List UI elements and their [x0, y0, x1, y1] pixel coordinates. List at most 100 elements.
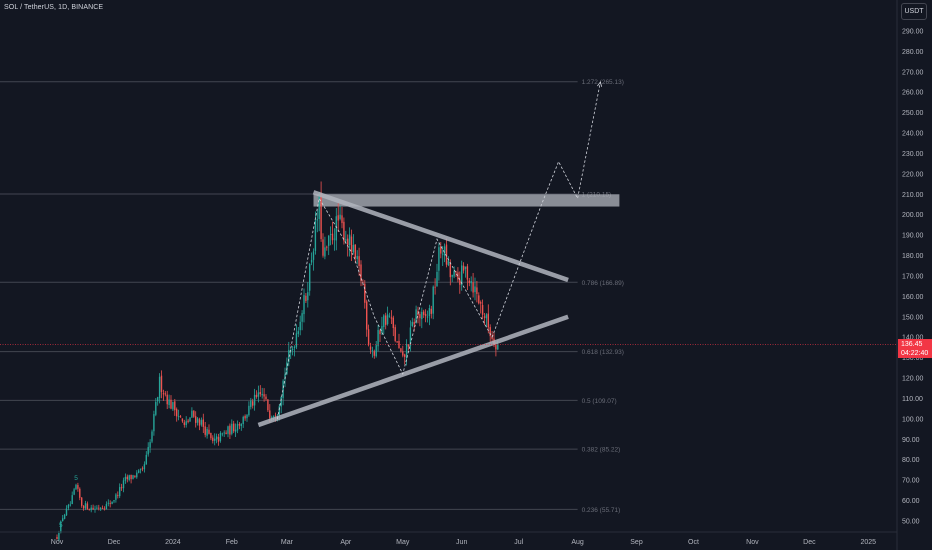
y-tick-label: 130.00	[902, 355, 924, 362]
candle-body	[113, 500, 115, 502]
candle-body	[98, 507, 100, 509]
candle-body	[170, 399, 172, 409]
candle-body	[309, 264, 311, 291]
candle-body	[405, 344, 408, 359]
candle-body	[204, 426, 206, 435]
candle-body	[409, 327, 412, 347]
candle-body	[487, 313, 489, 328]
candle-body	[126, 476, 128, 480]
y-tick-label: 210.00	[902, 192, 924, 199]
candle-body	[271, 417, 273, 419]
y-tick-label: 280.00	[902, 49, 924, 56]
candle-body	[274, 415, 277, 417]
candle-body	[177, 416, 180, 417]
candle-body	[373, 351, 375, 356]
projection-paths	[277, 81, 603, 419]
candle-body	[246, 414, 248, 419]
candle-body	[483, 316, 486, 318]
candle-body	[115, 494, 117, 500]
candle-body	[60, 521, 62, 533]
resistance-zone-rect	[313, 194, 620, 207]
x-tick-label: Dec	[108, 539, 121, 546]
candle-body	[219, 432, 222, 441]
candle-body	[252, 401, 254, 406]
y-tick-label: 240.00	[902, 131, 924, 138]
candle-body	[253, 394, 256, 406]
candle-body	[291, 348, 294, 350]
candle-body	[366, 301, 368, 330]
candle-body	[394, 327, 396, 341]
candle-body	[299, 321, 301, 331]
candle-body	[134, 475, 136, 477]
candle-body	[100, 508, 102, 509]
candle-body	[307, 292, 309, 301]
y-tick-label: 270.00	[902, 69, 924, 76]
y-tick-label: 170.00	[902, 273, 924, 280]
marker-label: 5	[74, 475, 78, 482]
resistance-zone	[313, 194, 620, 207]
triangle-lower-line	[257, 314, 569, 428]
candle-body	[263, 394, 265, 397]
candle-body	[293, 346, 296, 349]
price-axis[interactable]: 50.00 60.00 70.00 80.00 90.00 100.00 110.00 120…	[896, 0, 924, 550]
candle-body	[415, 309, 417, 324]
candle-body	[396, 341, 398, 343]
x-tick-label: Aug	[571, 539, 584, 546]
candle-body	[90, 507, 92, 511]
candle-body	[331, 233, 334, 241]
candle-body	[128, 475, 130, 480]
candle-body	[354, 244, 356, 258]
candle-body	[449, 262, 451, 278]
candle-body	[212, 437, 214, 441]
candle-body	[120, 487, 123, 489]
candle-body	[347, 238, 349, 246]
candle-body	[402, 351, 404, 356]
candle-body	[269, 410, 271, 419]
y-tick-label: 100.00	[902, 416, 924, 423]
candle-body	[495, 345, 497, 350]
candle-body	[206, 429, 208, 436]
candle-body	[445, 244, 448, 265]
candle-body	[430, 308, 432, 314]
countdown-timer: 04:22:40	[901, 350, 929, 357]
candle-body	[447, 260, 450, 266]
candle-body	[119, 487, 121, 497]
x-tick-label: Nov	[746, 539, 759, 546]
candle-body	[65, 508, 68, 516]
candle-body	[242, 416, 244, 424]
triangle-upper-line	[312, 190, 569, 283]
candle-body	[379, 330, 381, 335]
y-tick-label: 250.00	[902, 110, 924, 117]
candle-body	[111, 501, 113, 504]
fib-label: 0.618 (132.93)	[582, 349, 624, 356]
candle-body	[88, 509, 90, 511]
candle-body	[392, 317, 394, 329]
candle-body	[297, 331, 299, 334]
candle-body	[350, 236, 353, 253]
candle-body	[71, 495, 73, 504]
candle-body	[155, 401, 157, 415]
candle-body	[189, 417, 191, 422]
candle-body	[141, 468, 144, 470]
candle-body	[470, 281, 472, 284]
candle-body	[250, 400, 252, 407]
candle-body	[280, 396, 282, 407]
y-tick-label: 260.00	[902, 90, 924, 97]
candle-body	[176, 409, 178, 417]
candle-body	[162, 393, 165, 395]
candle-body	[288, 349, 290, 362]
candle-body	[67, 504, 70, 508]
x-tick-label: 2025	[861, 539, 877, 546]
x-tick-label: Mar	[281, 539, 294, 546]
candle-body	[339, 214, 341, 219]
candle-body	[320, 192, 322, 239]
candle-body	[464, 266, 467, 269]
candle-body	[383, 315, 385, 327]
candle-body	[360, 264, 362, 281]
currency-button[interactable]: USDT	[901, 3, 927, 20]
time-axis[interactable]: Nov Dec 2024 Feb Mar Apr May Jun Jul Aug Sep Oct Nov…	[0, 531, 897, 546]
candle-body	[236, 424, 239, 431]
x-tick-label: Dec	[803, 539, 816, 546]
candle-body	[491, 336, 493, 339]
